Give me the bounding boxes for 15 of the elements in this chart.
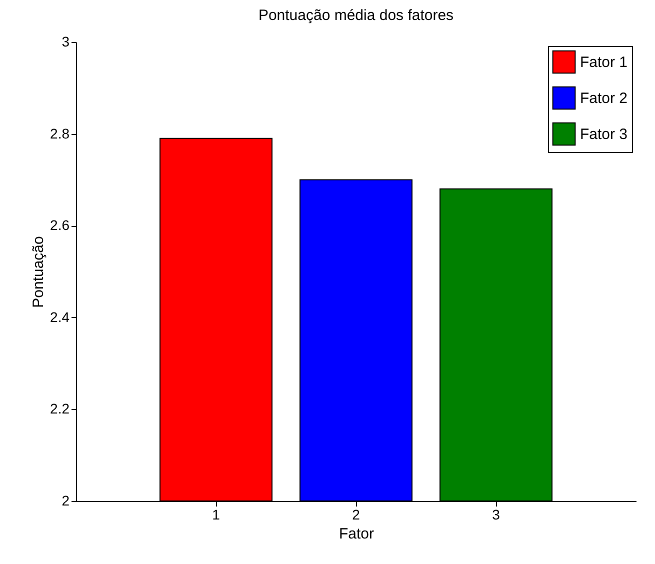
y-tick-label: 3 bbox=[62, 34, 70, 50]
x-tick-label: 1 bbox=[212, 506, 220, 522]
x-tick-label: 2 bbox=[352, 506, 360, 522]
y-tick-label: 2 bbox=[62, 492, 70, 508]
y-tick-label: 2.4 bbox=[50, 308, 70, 325]
y-axis-title: Pontuação bbox=[30, 236, 48, 308]
legend-label: Fator 2 bbox=[580, 90, 628, 107]
y-tick-label: 2.8 bbox=[50, 125, 70, 142]
chart-title: Pontuação média dos fatores bbox=[258, 7, 454, 24]
legend-label: Fator 3 bbox=[580, 126, 628, 143]
legend-label: Fator 1 bbox=[580, 54, 628, 71]
x-axis-title: Fator bbox=[338, 526, 374, 542]
x-tick-label: 3 bbox=[492, 506, 500, 522]
y-tick-label: 2.2 bbox=[50, 400, 70, 417]
y-tick-label: 2.6 bbox=[50, 217, 70, 234]
